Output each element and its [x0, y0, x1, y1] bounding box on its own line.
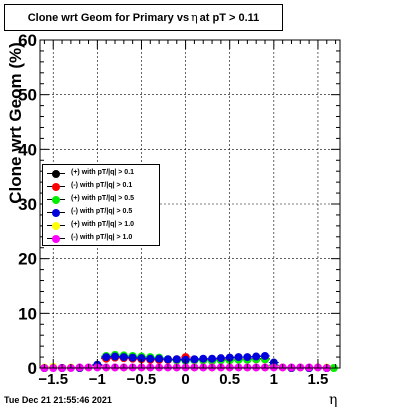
- data-points: [39, 350, 339, 372]
- x-tick-label: 1.5: [308, 371, 329, 388]
- data-point: [119, 353, 128, 362]
- legend-label: (+) with pT/|q| > 0.5: [71, 195, 135, 202]
- legend-marker: [52, 170, 60, 178]
- data-point: [146, 354, 155, 363]
- data-point: [111, 352, 119, 361]
- grid-lines: [40, 40, 340, 368]
- data-point: [190, 355, 199, 364]
- data-point: [216, 354, 225, 363]
- legend-marker: [52, 222, 60, 230]
- y-tick-label: 30: [18, 195, 37, 214]
- x-tick-label: 0: [181, 371, 189, 388]
- y-tick-label: 0: [28, 359, 37, 378]
- data-point: [172, 355, 181, 364]
- data-point: [155, 354, 164, 363]
- y-tick-label: 40: [18, 140, 37, 159]
- title-box: Clone wrt Geom for Primary vs η at pT > …: [4, 4, 283, 31]
- y-tick-label: 50: [18, 86, 37, 105]
- legend-label: (+) with pT/|q| > 0.1: [71, 169, 135, 176]
- chart-title: Clone wrt Geom for Primary vs η at pT > …: [5, 5, 282, 30]
- legend-marker: [52, 183, 60, 191]
- data-point: [252, 352, 261, 361]
- data-point: [128, 353, 137, 362]
- legend-marker: [52, 235, 60, 243]
- legend-label: (-) with pT/|q| > 1.0: [71, 234, 133, 241]
- legend-entry: (-) with pT/|q| > 0.5: [43, 207, 159, 219]
- legend: (+) with pT/|q| > 0.1 (-) with pT/|q| > …: [42, 164, 160, 246]
- data-point: [199, 354, 208, 363]
- y-tick-label: 60: [18, 31, 37, 50]
- x-tick-label: −0.5: [127, 371, 157, 388]
- legend-label: (+) with pT/|q| > 1.0: [71, 221, 135, 228]
- x-tick-label: −1.5: [38, 371, 68, 388]
- x-tick-label: 1: [270, 371, 278, 388]
- data-point: [261, 351, 269, 360]
- legend-entry: (-) with pT/|q| > 0.1: [43, 181, 159, 193]
- x-tick-label: −1: [89, 371, 106, 388]
- legend-entry: (-) with pT/|q| > 1.0: [43, 233, 159, 245]
- data-point: [163, 355, 172, 364]
- legend-label: (-) with pT/|q| > 0.5: [71, 208, 133, 215]
- x-axis-label: η: [329, 392, 338, 408]
- timestamp: Tue Dec 21 21:55:46 2021: [4, 395, 112, 405]
- title-prefix: Clone wrt Geom for Primary vs: [27, 11, 190, 24]
- legend-label: (-) with pT/|q| > 0.1: [71, 182, 133, 189]
- y-axis-label: Clone wrt Geom (%): [6, 42, 25, 204]
- y-tick-label: 20: [18, 250, 37, 269]
- title-suffix: at pT > 0.11: [199, 11, 260, 24]
- data-point: [243, 353, 252, 362]
- data-point: [225, 353, 234, 362]
- legend-entry: (+) with pT/|q| > 0.5: [43, 194, 159, 206]
- y-tick-label: 10: [18, 304, 37, 323]
- data-point: [102, 353, 111, 362]
- title-eta: η: [191, 11, 198, 24]
- data-point: [208, 354, 217, 363]
- legend-marker: [52, 196, 60, 204]
- data-point: [234, 353, 243, 362]
- legend-marker: [52, 209, 60, 217]
- tick-labels: −1.5 −1 −0.5 0 0.5 1 1.5 0 10 20 30 40 50 60: [18, 31, 328, 388]
- x-tick-label: 0.5: [219, 371, 240, 388]
- legend-entry: (+) with pT/|q| > 0.1: [43, 168, 159, 180]
- data-point: [137, 354, 146, 363]
- legend-entry: (+) with pT/|q| > 1.0: [43, 220, 159, 232]
